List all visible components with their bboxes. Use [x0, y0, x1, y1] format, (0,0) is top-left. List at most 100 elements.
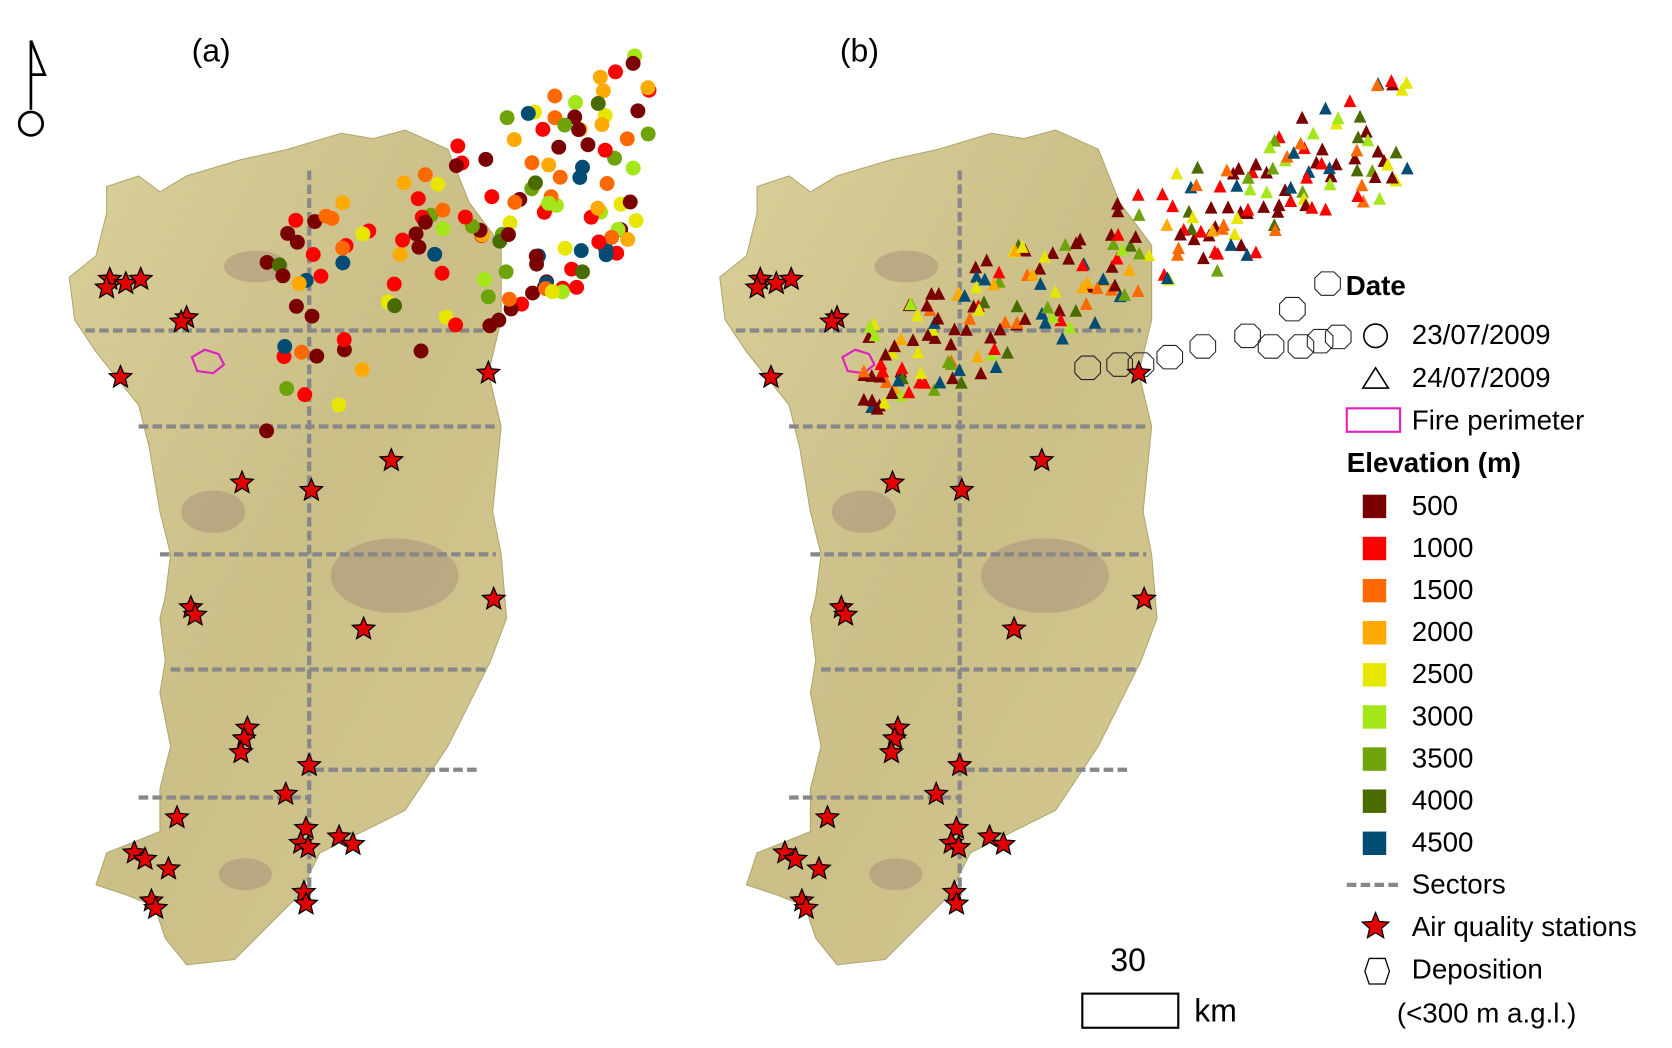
trajectory-point [857, 364, 871, 378]
trajectory-point [1389, 145, 1403, 159]
trajectory-point [894, 332, 908, 346]
trajectory-point [501, 291, 517, 307]
trajectory-point [888, 339, 901, 353]
deposition-marker [1156, 344, 1184, 370]
trajectory-point [1033, 261, 1047, 275]
trajectory-point [1062, 251, 1076, 265]
trajectory-point [1194, 224, 1208, 238]
legend-label: 2500 [1412, 658, 1474, 689]
trajectory-point [535, 121, 551, 137]
trajectory-point [1010, 299, 1024, 313]
trajectory-point [557, 117, 573, 133]
trajectory-point [305, 247, 321, 262]
trajectory-point [1115, 242, 1129, 256]
trajectory-point [1166, 199, 1180, 213]
trajectory-point [291, 276, 307, 291]
trajectory-point [1081, 275, 1095, 289]
trajectory-point [1191, 160, 1204, 174]
trajectory-point [500, 227, 516, 243]
air-quality-station [142, 894, 169, 920]
air-quality-station [1029, 447, 1055, 472]
trajectory-point [1208, 245, 1222, 258]
trajectory-point [1350, 163, 1364, 177]
air-quality-station [1126, 359, 1152, 384]
trajectory-point [506, 132, 522, 148]
trajectory-point [313, 268, 329, 284]
trajectory-point [906, 333, 920, 346]
trajectory-point [1088, 315, 1102, 329]
trajectory-point [1156, 187, 1169, 201]
trajectory-point [1056, 331, 1069, 345]
trajectory-point [1132, 208, 1146, 221]
trajectory-point [1271, 204, 1285, 218]
air-quality-station [990, 830, 1017, 856]
trajectory-point [1400, 75, 1414, 89]
legend-star [1360, 910, 1391, 939]
relief [218, 858, 272, 891]
trajectory-point [640, 80, 656, 96]
trajectory-point [1049, 285, 1062, 298]
trajectory-point [1129, 230, 1143, 243]
trajectory-point [499, 110, 515, 126]
trajectory-point [309, 348, 325, 364]
trajectory-point [541, 195, 557, 211]
trajectory-point [568, 94, 583, 110]
trajectory-point [625, 160, 641, 176]
trajectory-point [1359, 124, 1373, 138]
trajectory-point [396, 175, 412, 191]
trajectory-point [1142, 248, 1156, 262]
trajectory-point [1220, 163, 1234, 177]
air-quality-station [879, 469, 906, 494]
trajectory-point [1221, 200, 1235, 214]
deposition-marker [1234, 323, 1261, 349]
trajectory-point [392, 247, 408, 263]
trajectory-point [1076, 258, 1089, 272]
trajectory-point [1268, 223, 1282, 236]
fire-perimeter [190, 348, 226, 375]
trajectory-point [1351, 130, 1365, 144]
trajectory-point [1351, 189, 1365, 203]
panel-label: (b) [840, 33, 879, 69]
trajectory-point [1216, 221, 1229, 235]
legend-circle [1363, 323, 1389, 349]
trajectory-point [863, 320, 877, 333]
legend-label: 4000 [1412, 785, 1474, 816]
trajectory-point [1373, 191, 1387, 205]
trajectory-point [1400, 161, 1414, 175]
trajectory-point [1196, 251, 1210, 265]
trajectory-point [411, 239, 427, 255]
trajectory-point [1111, 227, 1125, 241]
trajectory-point [395, 232, 411, 248]
trajectory-point [572, 170, 588, 185]
trajectory-point [457, 209, 473, 225]
trajectory-point [1361, 133, 1375, 147]
air-quality-station [945, 834, 972, 859]
trajectory-point [608, 64, 623, 80]
trajectory-point [1268, 133, 1281, 147]
legend-label: Air quality stations [1412, 911, 1637, 942]
trajectory-point [1213, 179, 1227, 193]
trajectory-point [1018, 312, 1032, 325]
air-quality-station [818, 308, 845, 333]
trajectory-point [1204, 200, 1218, 214]
trajectory-point [1331, 111, 1345, 125]
trajectory-point [1294, 136, 1308, 150]
trajectory-point [450, 138, 466, 154]
island [719, 129, 1158, 966]
air-quality-station [946, 752, 973, 777]
trajectory-point [1295, 110, 1309, 124]
trajectory-point [868, 328, 882, 342]
legend-swatch [1362, 536, 1387, 561]
trajectory-point [1257, 200, 1271, 213]
legend-label: 1500 [1412, 574, 1474, 605]
trajectory-point [978, 272, 992, 286]
trajectory-point [580, 137, 596, 153]
trajectory-point [476, 272, 492, 288]
relief [831, 490, 896, 534]
trajectory-point [1249, 245, 1263, 259]
legend-title: Date [1346, 270, 1406, 301]
trajectory-point [591, 234, 607, 250]
legend-label: 4500 [1412, 827, 1474, 858]
trajectory-point [619, 131, 635, 147]
